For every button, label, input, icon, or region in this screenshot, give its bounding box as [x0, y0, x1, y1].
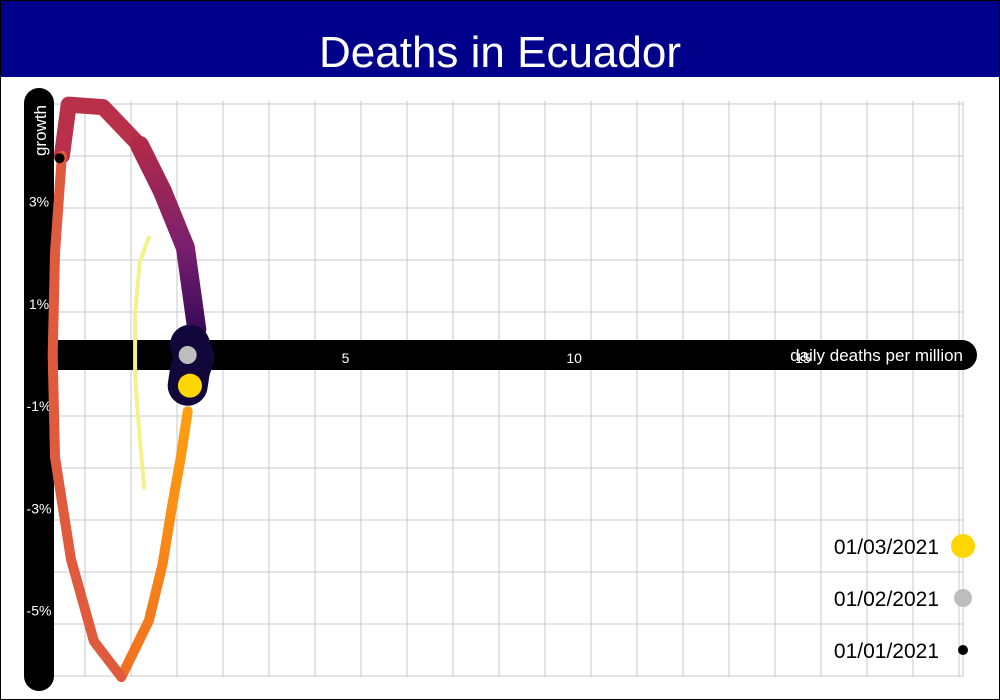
- y-tick-label: -3%: [27, 500, 52, 516]
- legend-label: 01/01/2021: [834, 640, 939, 663]
- x-tick-label: 10: [566, 350, 582, 366]
- y-tick-label: 1%: [29, 296, 49, 312]
- highlight-point: [177, 373, 202, 398]
- highlight-point: [178, 346, 197, 364]
- legend-label: 01/02/2021: [834, 588, 939, 611]
- legend-label: 01/03/2021: [834, 536, 939, 559]
- trajectory-arc-top: [53, 96, 148, 164]
- chart-title: Deaths in Ecuador: [319, 28, 681, 77]
- trajectory-arc-left: [47, 150, 127, 682]
- series-layer: [47, 96, 215, 682]
- y-tick-label: 3%: [29, 194, 49, 210]
- x-tick-label: 15: [795, 350, 811, 366]
- highlight-layer: [54, 153, 202, 398]
- x-axis-bar: [31, 340, 977, 370]
- grid-lines: [39, 101, 964, 677]
- y-axis-bar: [24, 88, 54, 691]
- x-axis-label: daily deaths per million: [790, 346, 963, 365]
- trajectory-thin-segment: [133, 235, 151, 490]
- y-axis-label: growth: [31, 105, 50, 156]
- x-tick-label: 5: [342, 350, 350, 366]
- y-tick-label: -5%: [27, 603, 52, 619]
- legend-swatch: [951, 534, 975, 558]
- trajectory-arc-lower: [116, 406, 193, 682]
- highlight-point: [54, 153, 65, 164]
- trajectory-arc-upper: [130, 135, 207, 339]
- legend: 01/03/2021 01/02/2021 01/01/2021: [834, 534, 975, 663]
- legend-swatch: [954, 589, 972, 607]
- y-axis: growth 3% 1% -1% -3% -5%: [24, 88, 54, 691]
- y-tick-label: -1%: [27, 398, 52, 414]
- legend-swatch: [958, 645, 968, 655]
- title-bar: Deaths in Ecuador: [1, 1, 999, 77]
